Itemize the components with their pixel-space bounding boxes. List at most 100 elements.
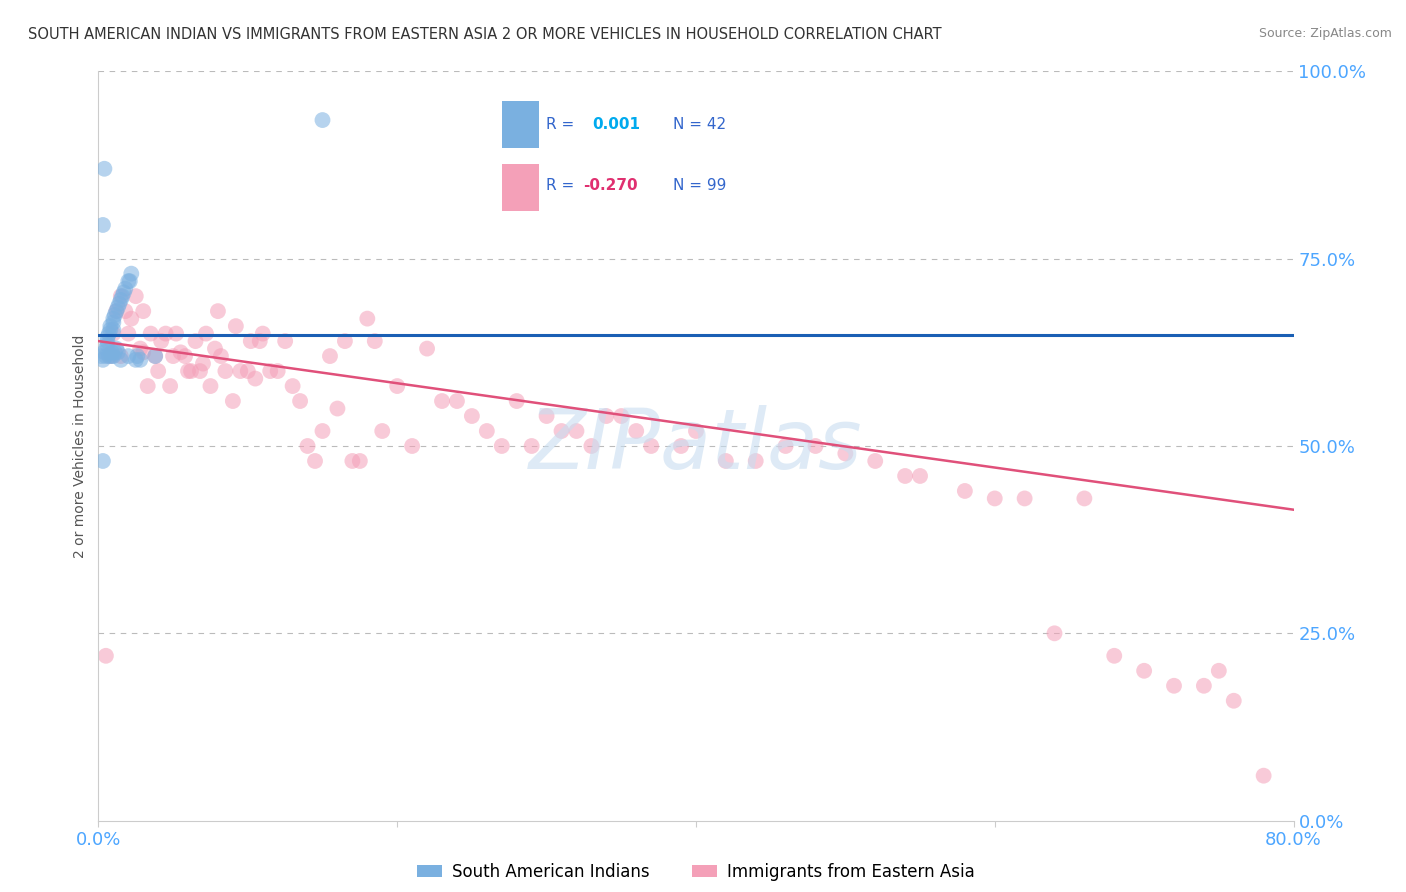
Point — [127, 349, 149, 363]
Point — [120, 267, 142, 281]
Point — [96, 334, 118, 348]
Point — [111, 289, 134, 303]
Point — [129, 352, 152, 367]
Point — [103, 311, 125, 326]
Point — [96, 330, 118, 344]
Point — [311, 424, 333, 438]
Point — [804, 439, 827, 453]
Point — [200, 379, 222, 393]
Point — [97, 326, 120, 341]
Point — [745, 454, 768, 468]
Point — [105, 342, 128, 356]
Point — [333, 334, 356, 348]
Point — [104, 345, 127, 359]
Point — [96, 338, 118, 352]
Point — [669, 439, 692, 453]
Point — [401, 439, 423, 453]
Point — [159, 379, 181, 393]
Point — [180, 364, 202, 378]
Point — [416, 342, 439, 356]
Point — [103, 326, 125, 341]
Point — [150, 334, 173, 348]
Point — [319, 349, 342, 363]
Point — [120, 311, 142, 326]
Y-axis label: 2 or more Vehicles in Household: 2 or more Vehicles in Household — [73, 334, 87, 558]
Point — [136, 379, 159, 393]
Point — [1253, 769, 1275, 783]
Point — [191, 357, 214, 371]
Point — [475, 424, 498, 438]
Point — [349, 454, 371, 468]
Point — [132, 345, 155, 359]
Point — [222, 394, 245, 409]
Point — [214, 364, 236, 378]
Point — [461, 409, 484, 423]
Point — [93, 161, 115, 176]
Point — [610, 409, 633, 423]
Point — [188, 364, 211, 378]
Point — [148, 364, 170, 378]
Point — [112, 285, 135, 300]
Point — [491, 439, 513, 453]
Point — [91, 218, 114, 232]
Point — [342, 454, 364, 468]
Point — [834, 446, 856, 460]
Point — [209, 349, 232, 363]
Point — [908, 469, 931, 483]
Point — [101, 349, 124, 363]
Point — [274, 334, 297, 348]
Point — [536, 409, 558, 423]
Point — [297, 439, 319, 453]
Point — [103, 323, 125, 337]
Point — [714, 454, 737, 468]
Point — [97, 349, 120, 363]
Point — [506, 394, 529, 409]
Point — [1192, 679, 1215, 693]
Point — [356, 311, 378, 326]
Point — [371, 424, 394, 438]
Point — [430, 394, 453, 409]
Point — [143, 349, 166, 363]
Point — [195, 326, 218, 341]
Point — [129, 342, 152, 356]
Point — [204, 342, 226, 356]
Point — [1073, 491, 1095, 506]
Point — [1208, 664, 1230, 678]
Point — [1104, 648, 1126, 663]
Legend: South American Indians, Immigrants from Eastern Asia: South American Indians, Immigrants from … — [411, 856, 981, 888]
Point — [107, 345, 129, 359]
Point — [894, 469, 917, 483]
Point — [165, 326, 187, 341]
Point — [267, 364, 290, 378]
Point — [101, 345, 124, 359]
Point — [114, 304, 136, 318]
Point — [94, 648, 117, 663]
Point — [865, 454, 887, 468]
Point — [110, 289, 132, 303]
Point — [90, 349, 112, 363]
Point — [125, 352, 148, 367]
Point — [565, 424, 588, 438]
Point — [105, 304, 128, 318]
Point — [385, 379, 409, 393]
Point — [520, 439, 543, 453]
Point — [162, 349, 184, 363]
Point — [94, 342, 117, 356]
Text: Source: ZipAtlas.com: Source: ZipAtlas.com — [1258, 27, 1392, 40]
Point — [184, 334, 207, 348]
Point — [685, 424, 707, 438]
Point — [953, 483, 976, 498]
Point — [117, 326, 139, 341]
Point — [117, 349, 139, 363]
Point — [91, 454, 114, 468]
Point — [93, 345, 115, 359]
Point — [1163, 679, 1185, 693]
Point — [326, 401, 349, 416]
Point — [249, 334, 271, 348]
Point — [132, 304, 155, 318]
Point — [1133, 664, 1156, 678]
Point — [103, 349, 125, 363]
Point — [364, 334, 387, 348]
Point — [1014, 491, 1036, 506]
Point — [1223, 694, 1246, 708]
